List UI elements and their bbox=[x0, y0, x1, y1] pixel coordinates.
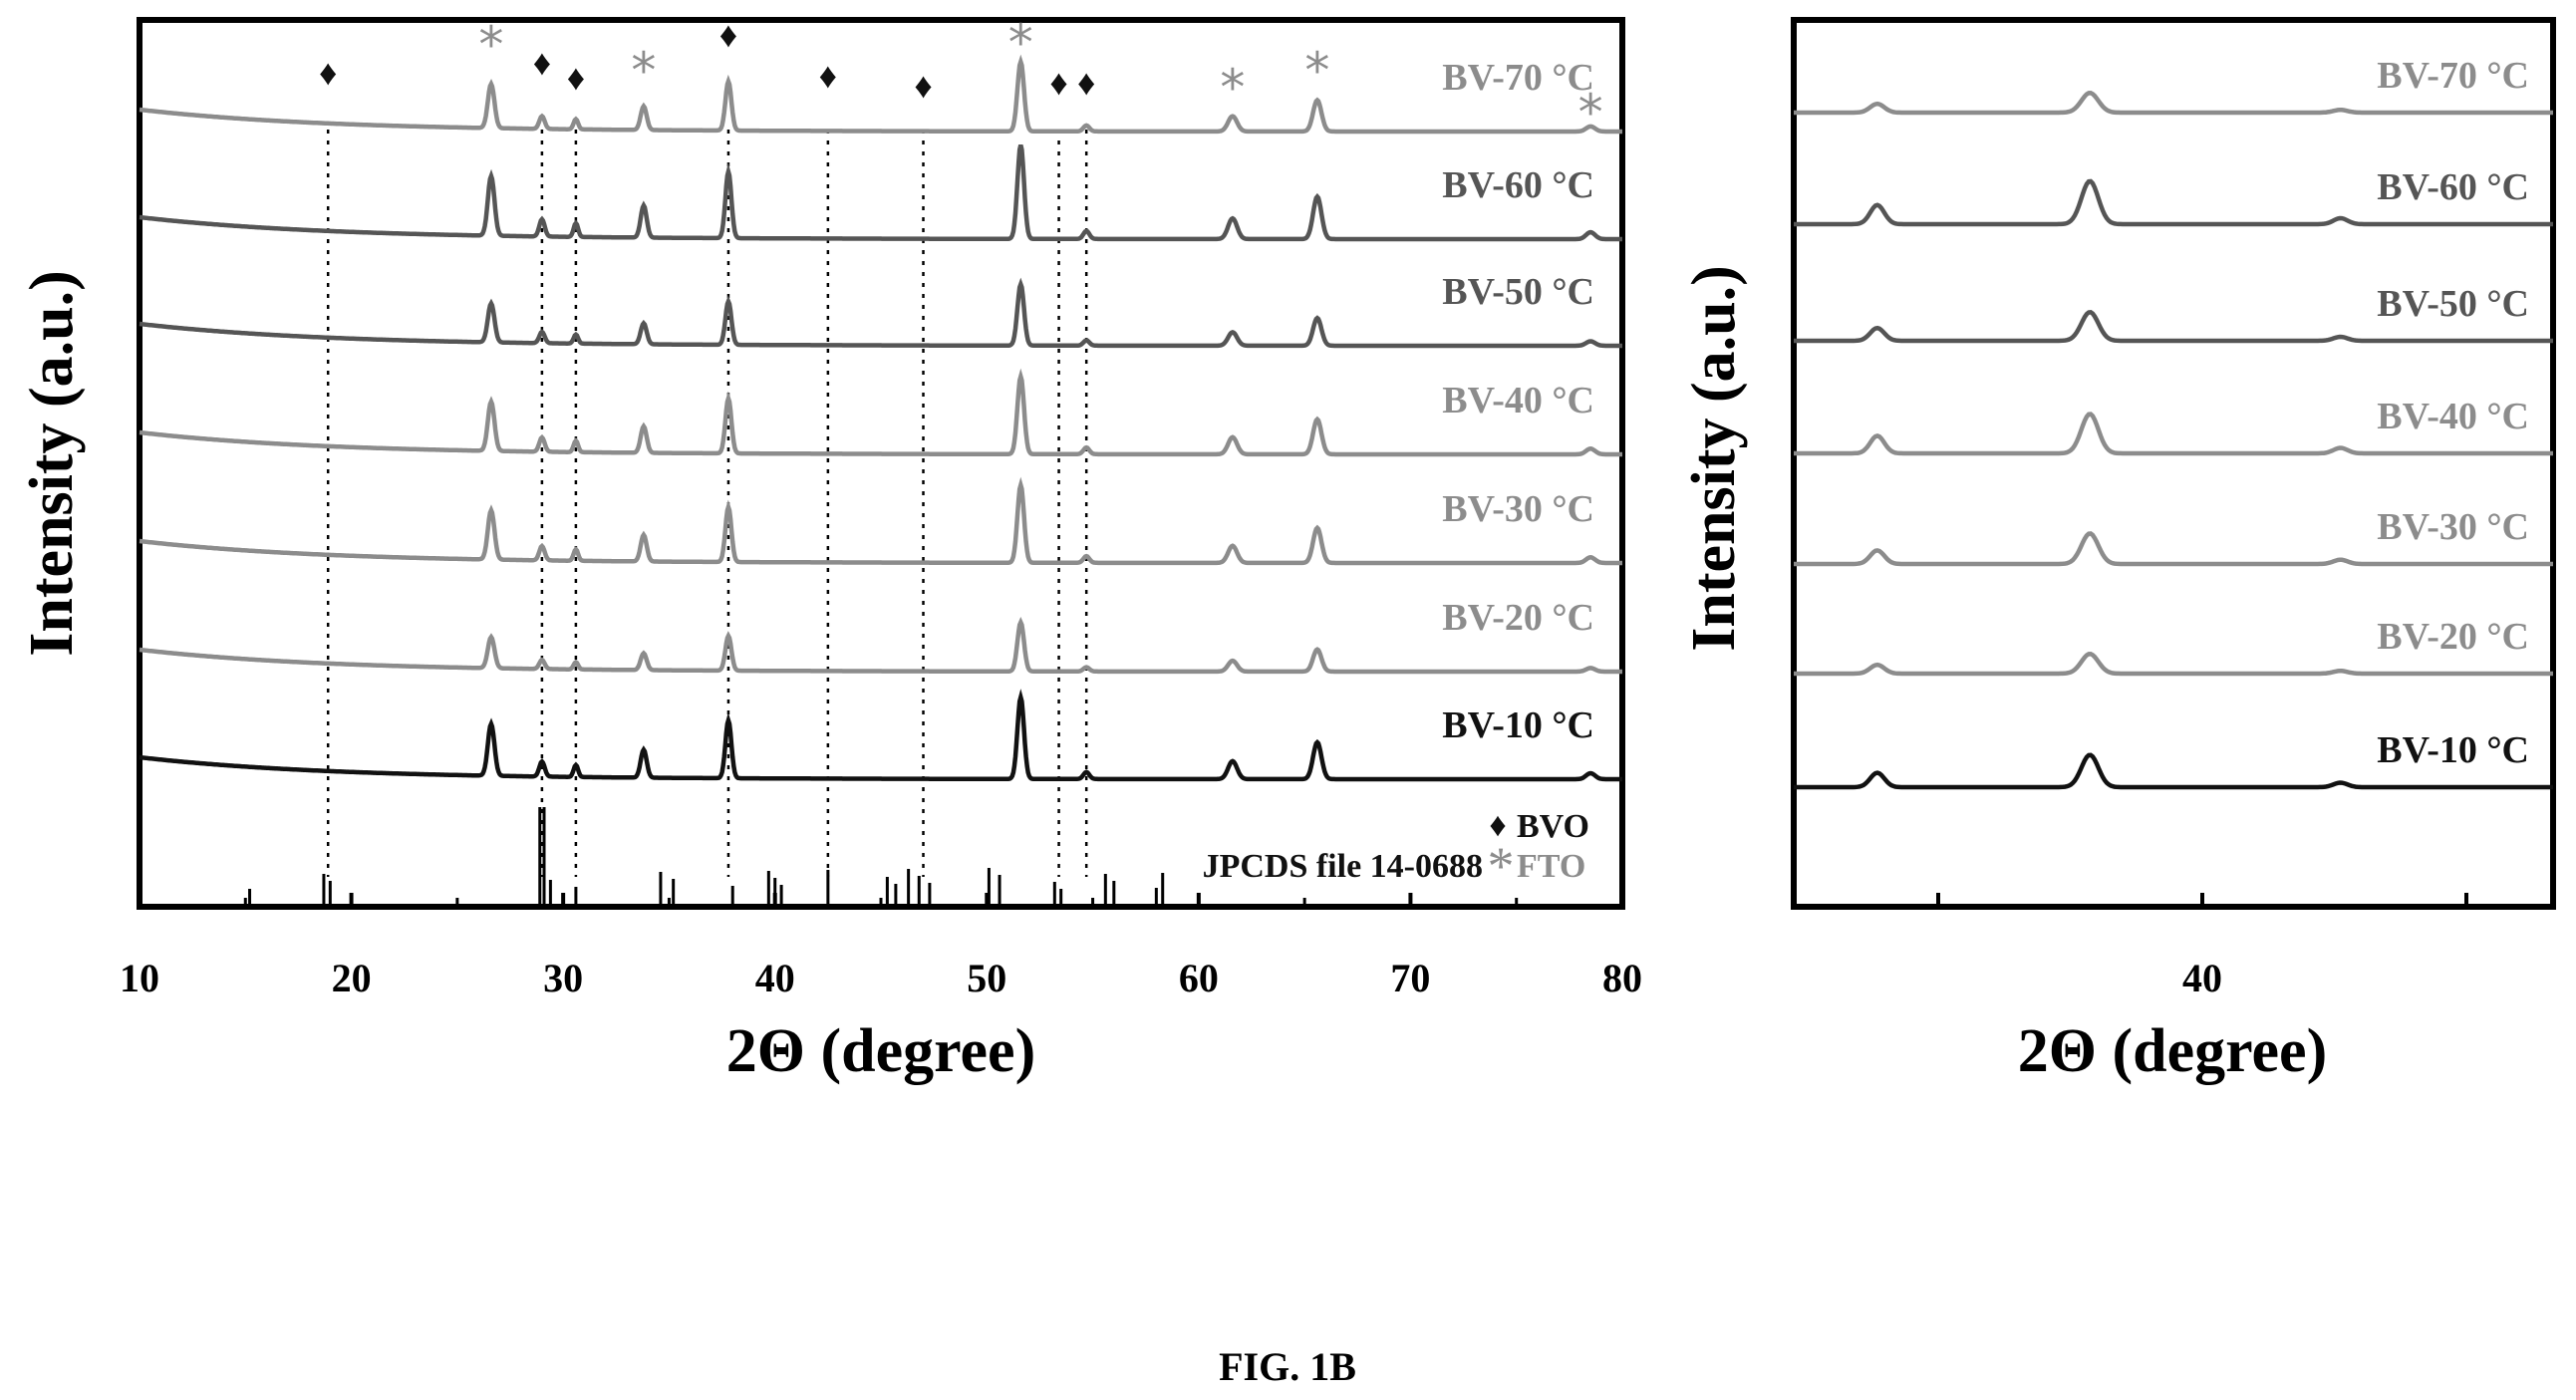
series-curve bbox=[1794, 652, 2553, 677]
peak-guide-lines bbox=[326, 130, 1088, 877]
bvo-marker-icon: ♦ bbox=[1077, 63, 1095, 103]
bvo-marker-icon: ♦ bbox=[533, 43, 551, 83]
series-curve bbox=[139, 143, 1622, 242]
series-label: BV-20 °C bbox=[2377, 616, 2529, 658]
legend-fto-label: FTO bbox=[1517, 848, 1585, 885]
x-tick-label: 50 bbox=[967, 956, 1006, 1000]
bvo-marker-icon: ♦ bbox=[914, 66, 932, 106]
legend: ♦ BVO * FTO JPCDS file 14-0688 bbox=[1203, 807, 1589, 896]
series-curve bbox=[1794, 752, 2553, 790]
x-tick-label: 40 bbox=[2182, 956, 2222, 1000]
series-curve bbox=[1794, 531, 2553, 567]
series-label: BV-60 °C bbox=[2377, 166, 2529, 208]
series-label: BV-70 °C bbox=[2377, 55, 2529, 97]
x-tick-label: 40 bbox=[755, 956, 795, 1000]
left-panel: ♦ ♦ ♦♦♦ ♦ ♦ ♦* * ** ** BV-70 °CBV-60 °CBV-50 °CB… bbox=[18, 14, 1642, 1085]
right-series-labels: BV-70 °C BV-60 °C BV-50 °C BV-40 °C BV-30 °C… bbox=[2377, 55, 2529, 771]
series-label: BV-30 °C bbox=[2377, 506, 2529, 548]
series-curve bbox=[1794, 178, 2553, 227]
bvo-marker-icon: ♦ bbox=[719, 15, 737, 55]
fto-marker-icon: * bbox=[1008, 14, 1033, 72]
series-label: BV-70 °C bbox=[1442, 57, 1594, 99]
fto-marker-icon: * bbox=[631, 42, 656, 100]
series-label: BV-60 °C bbox=[1442, 164, 1594, 206]
x-tick-label: 30 bbox=[543, 956, 583, 1000]
series-curve bbox=[139, 476, 1622, 566]
left-x-axis: 10 20 30 40 50 60 70 80 bbox=[120, 893, 1642, 1000]
reference-pattern bbox=[248, 807, 1165, 907]
legend-bvo-label: BVO bbox=[1517, 808, 1589, 845]
fto-marker-icon: * bbox=[1578, 84, 1603, 141]
series-curve bbox=[1794, 91, 2553, 116]
peak-markers: ♦ ♦ ♦♦♦ ♦ ♦ ♦* * ** ** bbox=[319, 14, 1603, 141]
series-curve bbox=[139, 689, 1622, 782]
left-series-curves bbox=[139, 54, 1622, 782]
right-y-axis-title: Intensity (a.u.) bbox=[1680, 265, 1748, 652]
left-x-axis-title: 2Θ (degree) bbox=[726, 1017, 1035, 1085]
fto-marker-icon: * bbox=[1304, 42, 1329, 100]
series-curve bbox=[139, 54, 1622, 135]
series-curve bbox=[1794, 412, 2553, 456]
right-plot-frame bbox=[1791, 17, 2556, 910]
legend-bvo-symbol: ♦ bbox=[1489, 807, 1506, 844]
series-label: BV-20 °C bbox=[1442, 597, 1594, 639]
right-panel: BV-70 °C BV-60 °C BV-50 °C BV-40 °C BV-30 °C… bbox=[1680, 17, 2556, 1085]
series-label: BV-10 °C bbox=[1442, 704, 1594, 746]
x-tick-label: 70 bbox=[1390, 956, 1430, 1000]
series-curve bbox=[139, 617, 1622, 675]
series-label: BV-40 °C bbox=[2377, 396, 2529, 437]
series-curve bbox=[139, 368, 1622, 457]
series-curve bbox=[139, 277, 1622, 349]
x-tick-label: 10 bbox=[120, 956, 159, 1000]
figure-label: FIG. 1B bbox=[1219, 1344, 1356, 1389]
bvo-marker-icon: ♦ bbox=[319, 53, 337, 93]
bvo-marker-icon: ♦ bbox=[1049, 63, 1067, 103]
series-label: BV-50 °C bbox=[2377, 283, 2529, 325]
series-label: BV-50 °C bbox=[1442, 271, 1594, 313]
right-series-curves bbox=[1794, 91, 2553, 790]
legend-fto-symbol: * bbox=[1488, 836, 1515, 896]
left-series-labels: BV-70 °C BV-60 °C BV-50 °C BV-40 °C BV-30 °C… bbox=[1442, 57, 1594, 746]
bvo-marker-icon: ♦ bbox=[567, 58, 585, 98]
series-label: BV-40 °C bbox=[1442, 380, 1594, 421]
series-curve bbox=[1794, 309, 2553, 344]
left-y-axis-title: Intensity (a.u.) bbox=[18, 270, 86, 657]
bvo-marker-icon: ♦ bbox=[819, 56, 837, 96]
series-label: BV-10 °C bbox=[2377, 729, 2529, 771]
x-tick-label: 60 bbox=[1179, 956, 1219, 1000]
fto-marker-icon: * bbox=[1220, 59, 1245, 117]
fto-marker-icon: * bbox=[478, 16, 503, 74]
reference-label: JPCDS file 14-0688 bbox=[1203, 848, 1483, 885]
right-x-axis-title: 2Θ (degree) bbox=[2018, 1017, 2327, 1085]
right-x-axis: 40 bbox=[1936, 893, 2468, 1000]
x-tick-label: 80 bbox=[1602, 956, 1642, 1000]
x-tick-label: 20 bbox=[332, 956, 372, 1000]
series-label: BV-30 °C bbox=[1442, 488, 1594, 530]
